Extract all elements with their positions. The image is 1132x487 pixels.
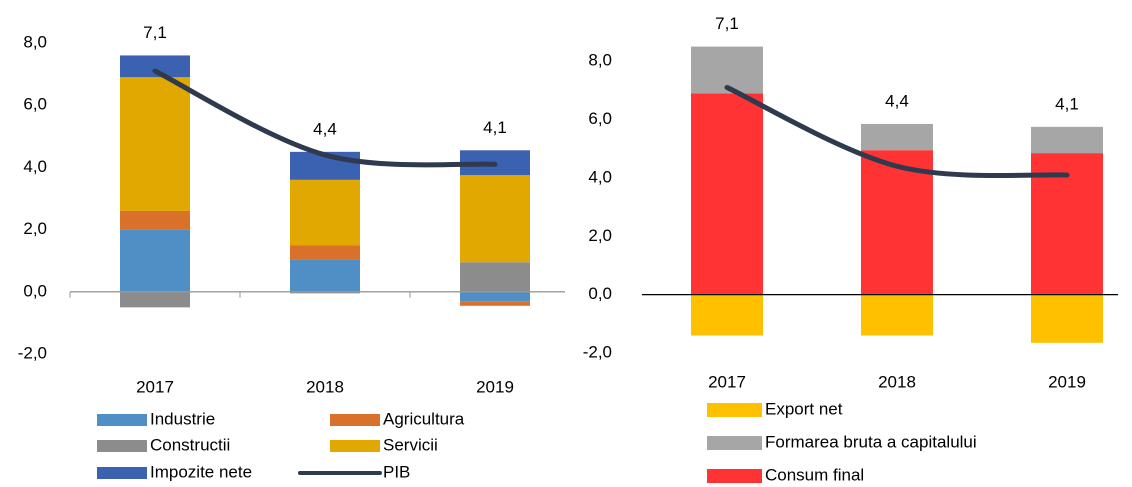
- bar-segment: [460, 301, 530, 306]
- y-tick-label: 4,0: [23, 157, 47, 176]
- y-tick-label: 4,0: [588, 167, 612, 186]
- legend-label: Impozite nete: [150, 462, 252, 481]
- pib-line: [724, 84, 1070, 179]
- legend-swatch: [707, 436, 762, 450]
- bar-segment: [861, 294, 933, 336]
- x-tick-label: 2017: [136, 377, 174, 396]
- legend-label: Consum final: [765, 465, 864, 484]
- y-tick-label: 0,0: [588, 284, 612, 303]
- value-label: 4,1: [483, 118, 507, 137]
- y-tick-label: -2,0: [583, 342, 612, 361]
- bar-segment: [120, 291, 190, 308]
- legend-label: Industrie: [150, 409, 215, 428]
- pib-line: [152, 68, 498, 168]
- bar-segment: [290, 179, 360, 246]
- legend-label: Agricultura: [383, 409, 465, 428]
- bar-segment: [460, 262, 530, 292]
- legend-label: Constructii: [150, 435, 230, 454]
- y-tick-label: -2,0: [18, 343, 47, 362]
- x-tick-label: 2018: [878, 372, 916, 391]
- y-tick-label: 2,0: [23, 219, 47, 238]
- bar-segment: [691, 294, 763, 336]
- bar-segment: [1031, 294, 1103, 343]
- y-tick-label: 2,0: [588, 226, 612, 245]
- bar-segment: [120, 210, 190, 230]
- legend-swatch: [330, 440, 380, 452]
- y-tick-label: 8,0: [23, 32, 47, 51]
- legend-label: Formarea bruta a capitalului: [765, 432, 977, 451]
- bar-segment: [460, 291, 530, 302]
- legend-label: Export net: [765, 399, 843, 418]
- bar-segment: [290, 291, 360, 294]
- y-tick-label: 6,0: [588, 109, 612, 128]
- y-tick-label: 8,0: [588, 51, 612, 70]
- legend-swatch: [97, 440, 147, 452]
- bar-segment: [120, 55, 190, 78]
- bar-segment: [861, 150, 933, 295]
- legend-swatch: [707, 469, 762, 483]
- bar-segment: [120, 77, 190, 211]
- bar-segment: [1031, 126, 1103, 154]
- x-tick-label: 2019: [1048, 372, 1086, 391]
- legend-swatch: [707, 403, 762, 417]
- bar-segment: [120, 229, 190, 292]
- bar-segment: [290, 245, 360, 260]
- bar-segment: [290, 259, 360, 292]
- x-tick-label: 2018: [306, 377, 344, 396]
- value-label: 4,4: [885, 91, 909, 110]
- value-label: 7,1: [143, 23, 167, 42]
- bar-segment: [460, 175, 530, 263]
- legend-swatch: [97, 414, 147, 426]
- legend-swatch: [97, 467, 147, 479]
- value-label: 4,1: [1055, 94, 1079, 113]
- bar-segment: [861, 123, 933, 151]
- x-tick-label: 2019: [476, 377, 514, 396]
- value-label: 7,1: [715, 14, 739, 33]
- bar-segment: [691, 93, 763, 295]
- y-tick-label: 0,0: [23, 281, 47, 300]
- legend-label: PIB: [383, 462, 410, 481]
- legend-swatch: [330, 414, 380, 426]
- x-tick-label: 2017: [708, 372, 746, 391]
- value-label: 4,4: [313, 119, 337, 138]
- legend-label: Servicii: [383, 435, 438, 454]
- y-tick-label: 6,0: [23, 95, 47, 114]
